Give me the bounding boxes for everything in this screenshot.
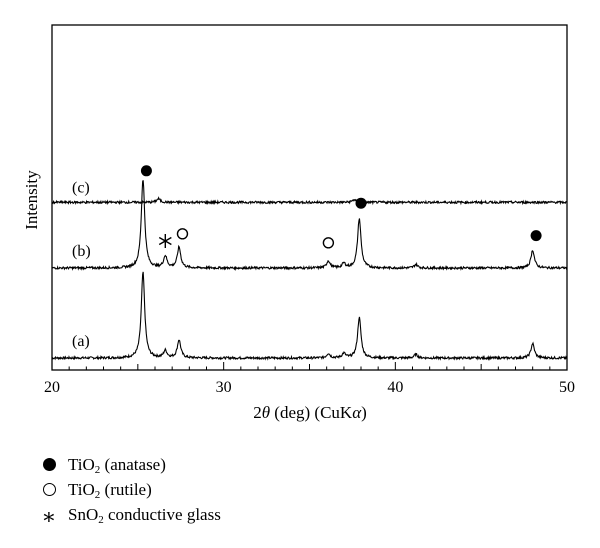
- series-label-0: (a): [72, 333, 90, 350]
- legend-label: TiO2 (rutile): [68, 480, 152, 501]
- y-axis-label: Intensity: [22, 170, 41, 230]
- series-layer: [51, 180, 568, 361]
- peak-marker-filled-circle-0: [140, 165, 152, 177]
- ticks-layer: 20 30 40 50: [44, 362, 575, 396]
- plot-frame: [51, 24, 568, 371]
- series-label-1: (b): [72, 243, 91, 260]
- peak-marker-open-circle-1: [176, 228, 189, 240]
- x-tick-label: 30: [216, 379, 232, 396]
- series-line-0: [51, 271, 568, 361]
- peak-marker-open-circle-3: [322, 237, 335, 249]
- x-axis-label: 2θ (deg) (CuKα): [253, 403, 367, 422]
- legend-entry-rutile: TiO2 (rutile): [38, 477, 221, 502]
- x-tick-label: 20: [44, 379, 60, 396]
- peak-marker-asterisk-2: [158, 234, 172, 248]
- legend-entry-sno2: ∗ SnO2 conductive glass: [38, 502, 221, 527]
- x-tick-label: 40: [387, 379, 403, 396]
- legend-entry-anatase: TiO2 (anatase): [38, 452, 221, 477]
- filled-circle-icon: [38, 458, 60, 471]
- series-line-2: [51, 196, 568, 206]
- legend-label: TiO2 (anatase): [68, 455, 166, 476]
- series-label-2: (c): [72, 179, 90, 196]
- series-line-1: [51, 180, 568, 272]
- peak-marker-filled-circle-5: [530, 230, 542, 242]
- legend: TiO2 (anatase) TiO2 (rutile) ∗ SnO2 cond…: [38, 452, 221, 527]
- x-tick-label: 50: [559, 379, 575, 396]
- labels-layer: (a) (b) (c): [72, 179, 91, 350]
- markers-layer: [140, 165, 542, 249]
- open-circle-icon: [38, 483, 60, 496]
- peak-marker-filled-circle-4: [355, 197, 367, 209]
- asterisk-icon: ∗: [41, 503, 57, 529]
- legend-label: SnO2 conductive glass: [68, 505, 221, 526]
